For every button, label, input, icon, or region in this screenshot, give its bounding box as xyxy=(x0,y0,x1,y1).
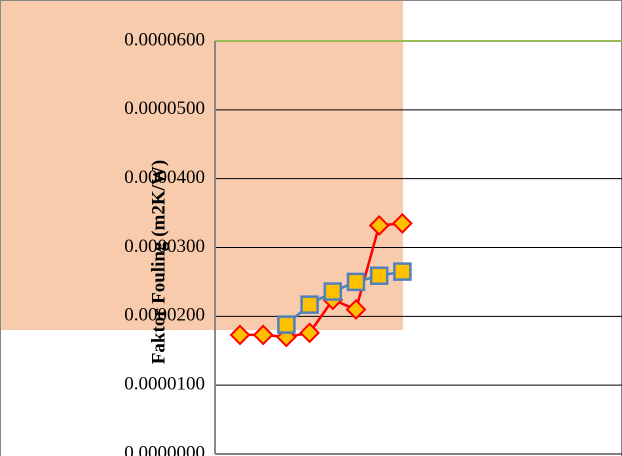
marker xyxy=(345,299,367,320)
y-tick-label: 0.0000100 xyxy=(124,374,205,395)
selection-highlight xyxy=(0,0,403,330)
marker xyxy=(393,262,412,281)
y-tick-label: 0.0000400 xyxy=(124,167,205,188)
marker xyxy=(391,212,413,234)
y-axis-label: Faktor Fouling (m2K/W) xyxy=(148,160,169,364)
marker xyxy=(368,215,390,236)
marker xyxy=(323,282,343,301)
marker xyxy=(346,272,366,292)
y-tick-label: 0.0000600 xyxy=(124,29,205,50)
marker xyxy=(252,324,274,346)
marker xyxy=(299,322,321,344)
marker xyxy=(229,324,251,346)
y-tick-label: 0.0000300 xyxy=(124,236,205,257)
marker xyxy=(369,266,389,285)
y-tick-label: 0.0000200 xyxy=(124,305,205,326)
marker xyxy=(300,295,319,314)
y-tick-label: 0.0000500 xyxy=(124,98,205,119)
marker xyxy=(277,315,296,334)
marker xyxy=(275,326,297,348)
y-tick-label: 0.0000000 xyxy=(124,442,205,456)
